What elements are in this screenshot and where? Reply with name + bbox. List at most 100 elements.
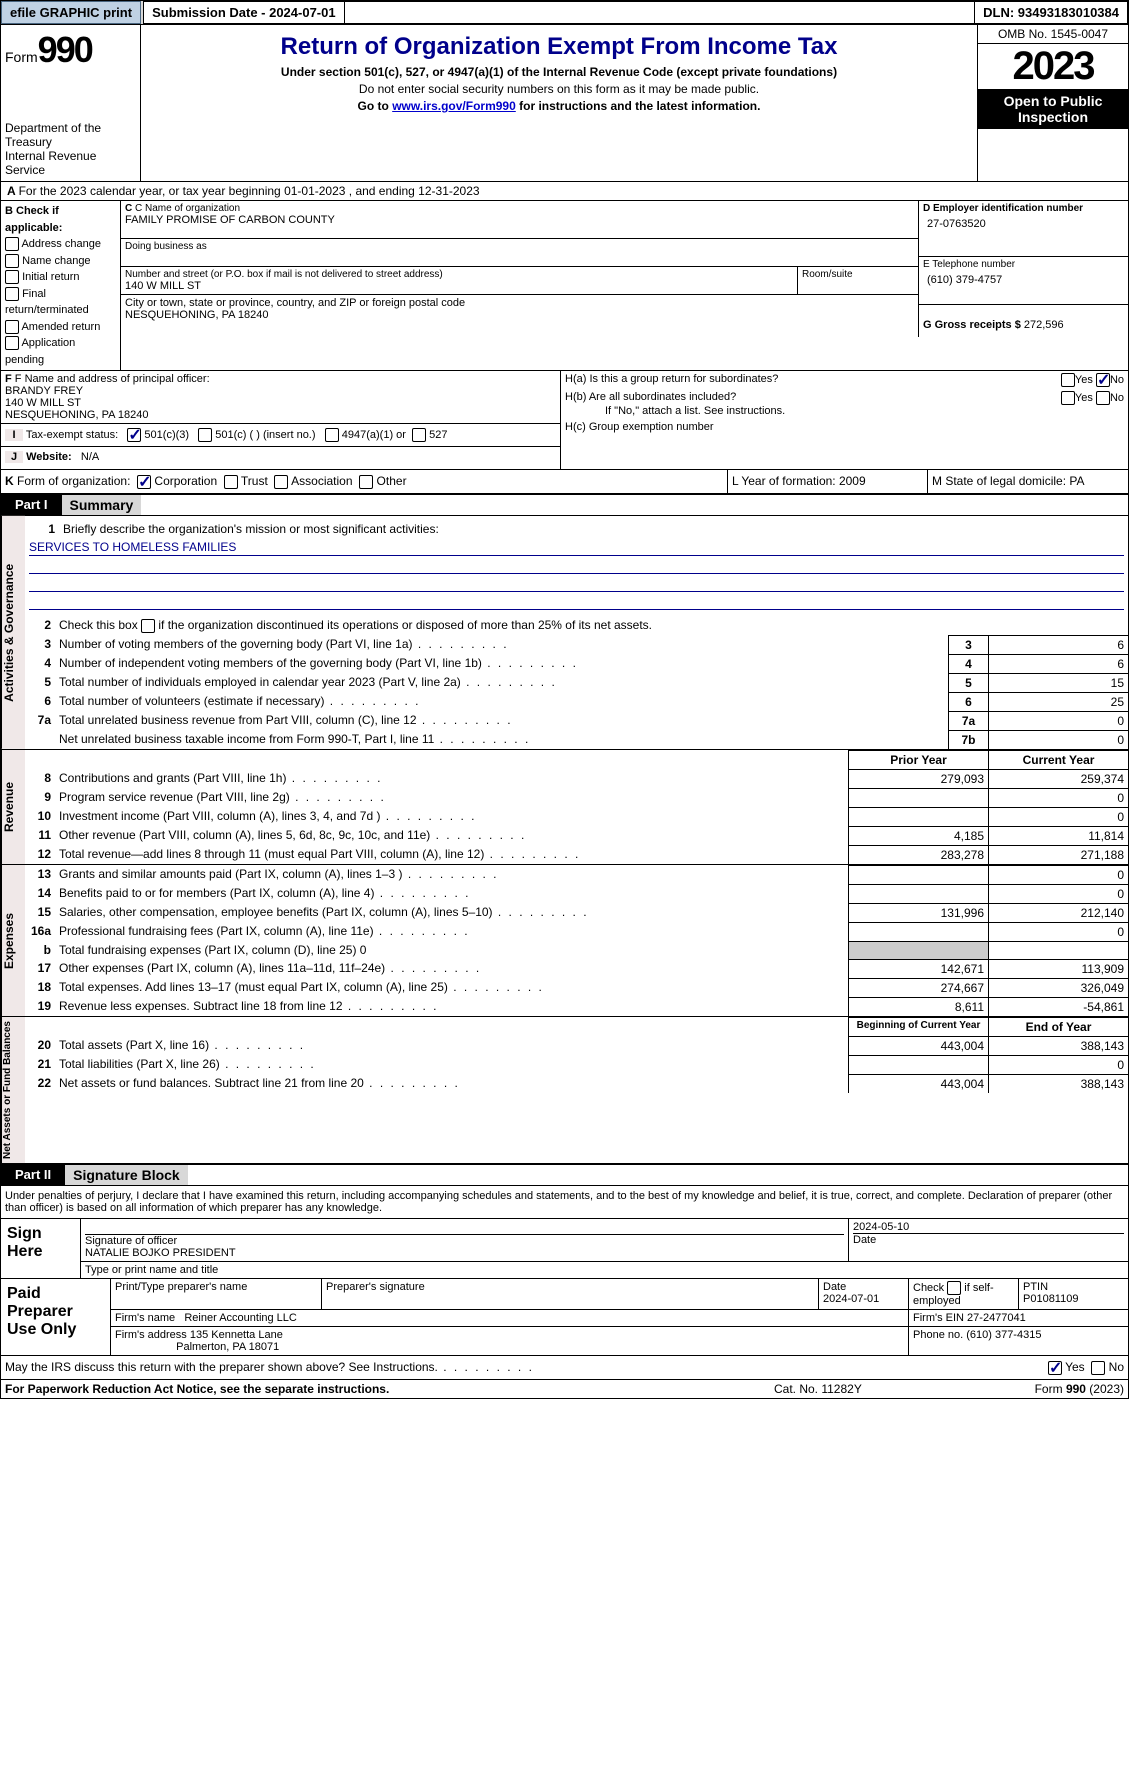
checkbox-trust[interactable] xyxy=(224,475,238,489)
opt-amended: Amended return xyxy=(21,321,100,333)
opt-corp: Corporation xyxy=(154,474,217,488)
officer-city: NESQUEHONING, PA 18240 xyxy=(5,409,556,421)
part1-net-section: Net Assets or Fund Balances Beginning of… xyxy=(0,1017,1129,1164)
firm-ein-label: Firm's EIN xyxy=(913,1312,964,1324)
tax-year: 2023 xyxy=(978,44,1128,89)
opt-name: Name change xyxy=(22,255,91,267)
gov-line-4: 4 Number of independent voting members o… xyxy=(25,654,1128,673)
checkbox-ha-no[interactable] xyxy=(1096,373,1110,387)
opt-other: Other xyxy=(377,474,407,488)
checkbox-app-pending[interactable] xyxy=(5,336,19,350)
line-10: 10 Investment income (Part VIII, column … xyxy=(25,807,1128,826)
checkbox-discuss-yes[interactable] xyxy=(1048,1361,1062,1375)
gross-receipts-label: G Gross receipts $ xyxy=(923,319,1021,331)
form-word: Form xyxy=(5,49,38,65)
discuss-no: No xyxy=(1109,1360,1124,1374)
line-20: 20 Total assets (Part X, line 16) 443,00… xyxy=(25,1036,1128,1055)
checkbox-4947[interactable] xyxy=(325,428,339,442)
form-title: Return of Organization Exempt From Incom… xyxy=(147,33,971,61)
box-k-lab: K xyxy=(5,474,14,488)
tab-revenue: Revenue xyxy=(1,750,25,864)
col-begin-year: Beginning of Current Year xyxy=(848,1017,988,1036)
checkbox-other[interactable] xyxy=(359,475,373,489)
ptin-label: PTIN xyxy=(1023,1281,1124,1293)
section-bcdeg: B Check if applicable: Address change Na… xyxy=(0,201,1129,371)
box-b: B Check if applicable: Address change Na… xyxy=(1,201,121,370)
omb-number: OMB No. 1545-0047 xyxy=(978,25,1128,44)
checkbox-discontinued[interactable] xyxy=(141,619,155,633)
gov-line-6: 6 Total number of volunteers (estimate i… xyxy=(25,692,1128,711)
part2-title: Signature Block xyxy=(65,1165,188,1185)
firm-name: Reiner Accounting LLC xyxy=(184,1312,297,1324)
line1-label: Briefly describe the organization's miss… xyxy=(59,520,1124,538)
checkbox-527[interactable] xyxy=(412,428,426,442)
checkbox-initial-return[interactable] xyxy=(5,270,19,284)
c-name-label: C Name of organization xyxy=(135,203,240,214)
checkbox-501c[interactable] xyxy=(198,428,212,442)
phone-value: (610) 379-4757 xyxy=(923,270,1124,290)
website-value: N/A xyxy=(81,451,99,463)
gov-line-7a: 7a Total unrelated business revenue from… xyxy=(25,711,1128,730)
opt-4947: 4947(a)(1) or xyxy=(342,429,406,441)
form-year-box: OMB No. 1545-0047 2023 Open to Public In… xyxy=(978,25,1128,181)
checkbox-hb-yes[interactable] xyxy=(1061,391,1075,405)
gov-line-7b: Net unrelated business taxable income fr… xyxy=(25,730,1128,749)
box-i-lab: I xyxy=(5,429,23,441)
hb-label: H(b) Are all subordinates included? xyxy=(565,391,1061,405)
tab-governance: Activities & Governance xyxy=(1,516,25,749)
form-number: 990 xyxy=(38,29,92,70)
tab-expenses: Expenses xyxy=(1,865,25,1016)
box-m: M State of legal domicile: PA xyxy=(928,470,1128,493)
form-subtitle-2: Do not enter social security numbers on … xyxy=(147,82,971,96)
tax-exempt-label: Tax-exempt status: xyxy=(26,429,118,441)
room-label: Room/suite xyxy=(802,269,914,280)
box-b-label: B Check if applicable: xyxy=(5,203,116,236)
line-12: 12 Total revenue—add lines 8 through 11 … xyxy=(25,845,1128,864)
col-current-year: Current Year xyxy=(988,750,1128,769)
checkbox-address-change[interactable] xyxy=(5,237,19,251)
checkbox-final-return[interactable] xyxy=(5,287,19,301)
checkbox-ha-yes[interactable] xyxy=(1061,373,1075,387)
firm-phone-label: Phone no. xyxy=(913,1329,963,1341)
sign-here-label: Sign Here xyxy=(1,1219,81,1278)
checkbox-discuss-no[interactable] xyxy=(1091,1361,1105,1375)
checkbox-hb-no[interactable] xyxy=(1096,391,1110,405)
checkbox-501c3[interactable] xyxy=(127,428,141,442)
line-8: 8 Contributions and grants (Part VIII, l… xyxy=(25,769,1128,788)
part1-rev-section: Revenue Prior YearCurrent Year 8 Contrib… xyxy=(0,750,1129,865)
dba-value xyxy=(125,252,914,264)
checkbox-self-employed[interactable] xyxy=(947,1281,961,1295)
dba-label: Doing business as xyxy=(125,241,914,252)
line-13: 13 Grants and similar amounts paid (Part… xyxy=(25,865,1128,884)
checkbox-assoc[interactable] xyxy=(274,475,288,489)
sig-date-label: Date xyxy=(853,1234,1124,1246)
discuss-label: May the IRS discuss this return with the… xyxy=(5,1360,438,1374)
line-11: 11 Other revenue (Part VIII, column (A),… xyxy=(25,826,1128,845)
row-klm: K Form of organization: Corporation Trus… xyxy=(0,470,1129,494)
box-k: K Form of organization: Corporation Trus… xyxy=(1,470,728,493)
line-a-text: For the 2023 calendar year, or tax year … xyxy=(19,184,480,198)
checkbox-amended-return[interactable] xyxy=(5,320,19,334)
col-end-year: End of Year xyxy=(988,1017,1128,1036)
firm-ein: 27-2477041 xyxy=(967,1312,1026,1324)
form-subtitle-3: Go to www.irs.gov/Form990 for instructio… xyxy=(147,99,971,113)
signature-block: Under penalties of perjury, I declare th… xyxy=(0,1186,1129,1380)
phone-label: E Telephone number xyxy=(923,259,1124,270)
checkbox-name-change[interactable] xyxy=(5,254,19,268)
opt-initial: Initial return xyxy=(22,271,79,283)
opt-assoc: Association xyxy=(291,474,352,488)
hc-label: H(c) Group exemption number xyxy=(565,421,1124,433)
ein-label: D Employer identification number xyxy=(923,203,1124,214)
box-l: L Year of formation: 2009 xyxy=(728,470,928,493)
line-14: 14 Benefits paid to or for members (Part… xyxy=(25,884,1128,903)
box-f: F F Name and address of principal office… xyxy=(1,371,561,469)
irs-link[interactable]: www.irs.gov/Form990 xyxy=(392,99,516,113)
opt-501c: 501(c) ( ) (insert no.) xyxy=(215,429,315,441)
prep-sig-label: Preparer's signature xyxy=(326,1281,814,1293)
line-19: 19 Revenue less expenses. Subtract line … xyxy=(25,997,1128,1016)
prep-date: 2024-07-01 xyxy=(823,1293,904,1305)
opt-trust: Trust xyxy=(241,474,268,488)
page-footer: For Paperwork Reduction Act Notice, see … xyxy=(0,1380,1129,1399)
efile-print-button[interactable]: efile GRAPHIC print xyxy=(1,1,141,24)
checkbox-corp[interactable] xyxy=(137,475,151,489)
